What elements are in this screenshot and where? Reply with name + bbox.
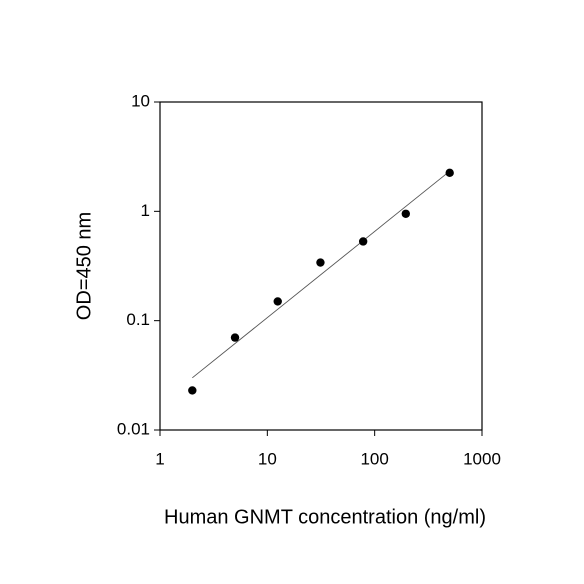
y-tick-label: 1 [141, 201, 150, 220]
data-point [401, 209, 410, 218]
x-tick-label: 1 [155, 449, 164, 468]
x-tick-label: 1000 [463, 449, 501, 468]
y-axis-label: OD=450 nm [73, 212, 95, 320]
data-point [316, 258, 325, 267]
x-tick-label: 10 [258, 449, 277, 468]
x-axis-label: Human GNMT concentration (ng/ml) [164, 506, 486, 528]
data-point [445, 168, 454, 178]
fit-line [192, 170, 450, 379]
y-tick-label: 0.1 [126, 310, 150, 329]
plot-frame [159, 101, 483, 431]
data-point [188, 386, 197, 395]
data-point [273, 297, 282, 306]
x-tick-label: 100 [360, 449, 388, 468]
y-tick-label: 0.01 [117, 419, 150, 438]
data-point [230, 333, 240, 342]
y-tick-label: 10 [131, 91, 150, 110]
data-point [358, 237, 368, 246]
